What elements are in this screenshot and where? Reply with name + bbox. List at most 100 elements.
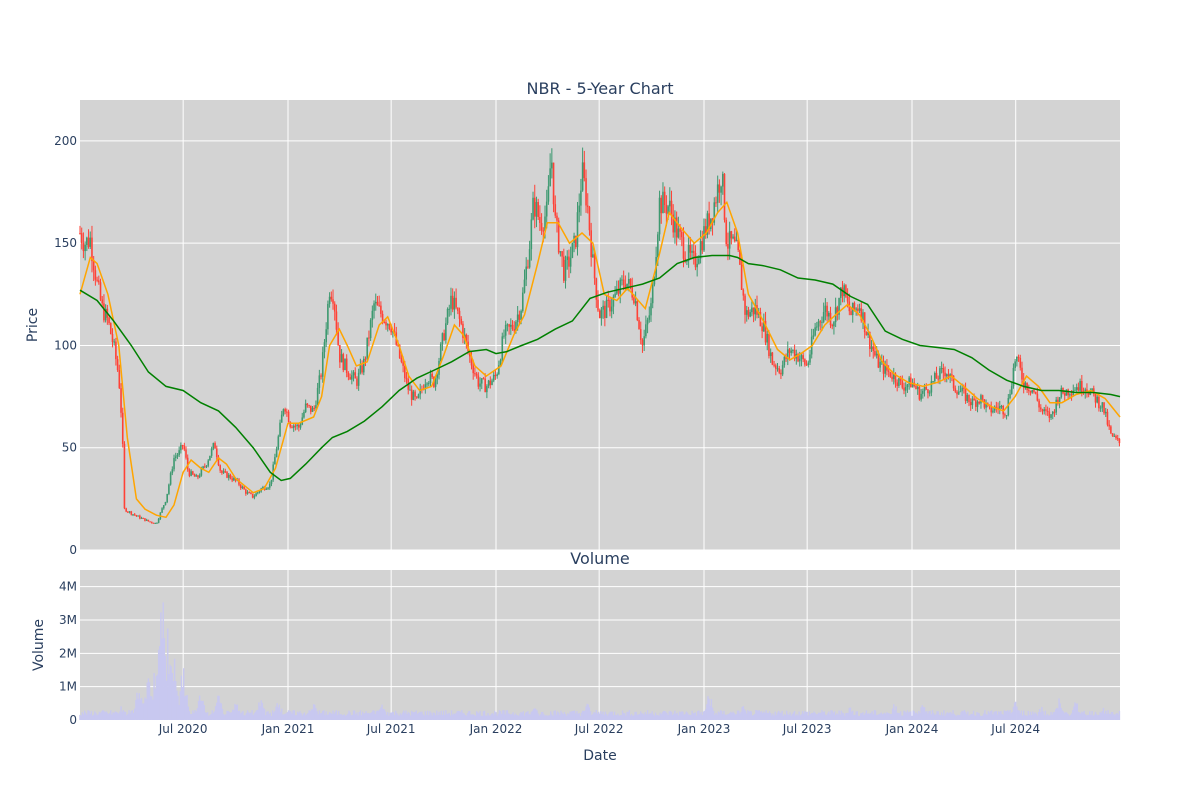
volume-bar — [505, 710, 507, 720]
volume-bar — [433, 712, 436, 720]
candlestick — [1075, 383, 1078, 393]
candlestick — [785, 353, 787, 362]
volume-bar — [767, 712, 770, 720]
volume-bar — [494, 711, 496, 720]
candlestick — [585, 169, 587, 213]
volume-bar — [208, 715, 210, 720]
volume-bar — [612, 715, 615, 720]
volume-bar — [143, 703, 145, 720]
volume-bar — [495, 712, 497, 720]
volume-bar — [276, 703, 278, 720]
volume-bar — [225, 714, 227, 720]
volume-bar — [535, 709, 537, 720]
volume-bar — [289, 710, 291, 720]
volume-bar — [599, 713, 601, 720]
volume-bar — [997, 711, 1000, 720]
volume-bar — [1019, 713, 1021, 720]
candlestick — [258, 490, 261, 494]
volume-bar — [257, 709, 259, 720]
volume-bar — [791, 713, 794, 720]
volume-bar — [1043, 715, 1045, 720]
volume-bar — [768, 711, 771, 720]
volume-bar — [681, 711, 683, 720]
volume-bar — [967, 711, 969, 720]
volume-bar — [853, 715, 855, 720]
candlestick — [985, 399, 987, 413]
volume-bar — [146, 682, 148, 720]
volume-bar — [723, 710, 725, 720]
volume-bar — [444, 715, 446, 720]
volume-bar — [184, 696, 186, 720]
volume-bar — [924, 711, 927, 720]
volume-bar — [149, 696, 152, 720]
volume-bar — [240, 713, 242, 720]
volume-bar — [243, 715, 245, 720]
candlestick — [920, 388, 922, 402]
volume-bar — [265, 715, 267, 720]
candlestick — [595, 277, 598, 308]
candlestick — [342, 352, 345, 373]
candlestick — [392, 330, 394, 338]
volume-bar — [760, 711, 763, 720]
volume-bar — [315, 708, 317, 720]
volume-bar — [844, 715, 846, 720]
candlestick — [1022, 373, 1025, 394]
candlestick — [192, 470, 194, 476]
volume-plot-area[interactable] — [80, 570, 1120, 720]
candlestick — [1005, 414, 1008, 420]
candlestick — [828, 311, 830, 322]
candlestick — [139, 514, 141, 520]
volume-bar — [454, 714, 456, 720]
volume-bar — [278, 704, 281, 720]
volume-bar — [201, 701, 203, 720]
volume-bar — [340, 713, 342, 720]
volume-bar — [437, 715, 439, 720]
candlestick — [327, 300, 329, 335]
candlestick — [174, 452, 177, 462]
volume-bar — [309, 711, 311, 720]
candlestick — [545, 189, 548, 229]
volume-bar — [830, 710, 832, 720]
volume-bar — [120, 706, 122, 720]
volume-bar — [1027, 710, 1029, 720]
volume-bar — [130, 711, 132, 720]
volume-bar — [891, 708, 894, 720]
volume-bar — [573, 710, 576, 720]
volume-bar — [700, 711, 702, 720]
volume-bar — [1102, 707, 1105, 720]
candlestick — [292, 424, 295, 432]
volume-bar — [335, 710, 338, 720]
volume-bar — [434, 715, 437, 720]
volume-bar — [945, 713, 947, 720]
volume-bar — [1036, 715, 1039, 720]
candlestick — [598, 308, 601, 319]
volume-bar — [473, 715, 476, 720]
volume-bar — [446, 713, 448, 720]
volume-bar — [1076, 703, 1078, 720]
volume-bar — [883, 712, 886, 720]
volume-bar — [332, 710, 334, 720]
volume-bar — [687, 714, 690, 720]
volume-bar — [164, 655, 167, 720]
candlestick — [915, 384, 917, 390]
volume-bar — [1053, 711, 1056, 720]
volume-bar — [285, 713, 287, 720]
candlestick — [925, 383, 928, 391]
candlestick — [1057, 396, 1059, 406]
volume-bar — [735, 714, 738, 720]
volume-bar — [887, 713, 889, 720]
candlestick — [287, 409, 290, 423]
price-plot-area[interactable] — [80, 100, 1120, 550]
candlestick — [1092, 385, 1095, 397]
volume-bar — [373, 710, 375, 720]
volume-bar — [273, 712, 275, 720]
volume-bar — [765, 710, 767, 720]
volume-bar — [498, 710, 501, 720]
volume-bar — [614, 715, 617, 720]
volume-bar — [968, 715, 970, 720]
volume-bar — [779, 712, 781, 720]
volume-bar — [993, 711, 995, 720]
candlestick — [318, 369, 321, 394]
volume-bar — [242, 710, 244, 720]
volume-bar — [475, 711, 478, 720]
